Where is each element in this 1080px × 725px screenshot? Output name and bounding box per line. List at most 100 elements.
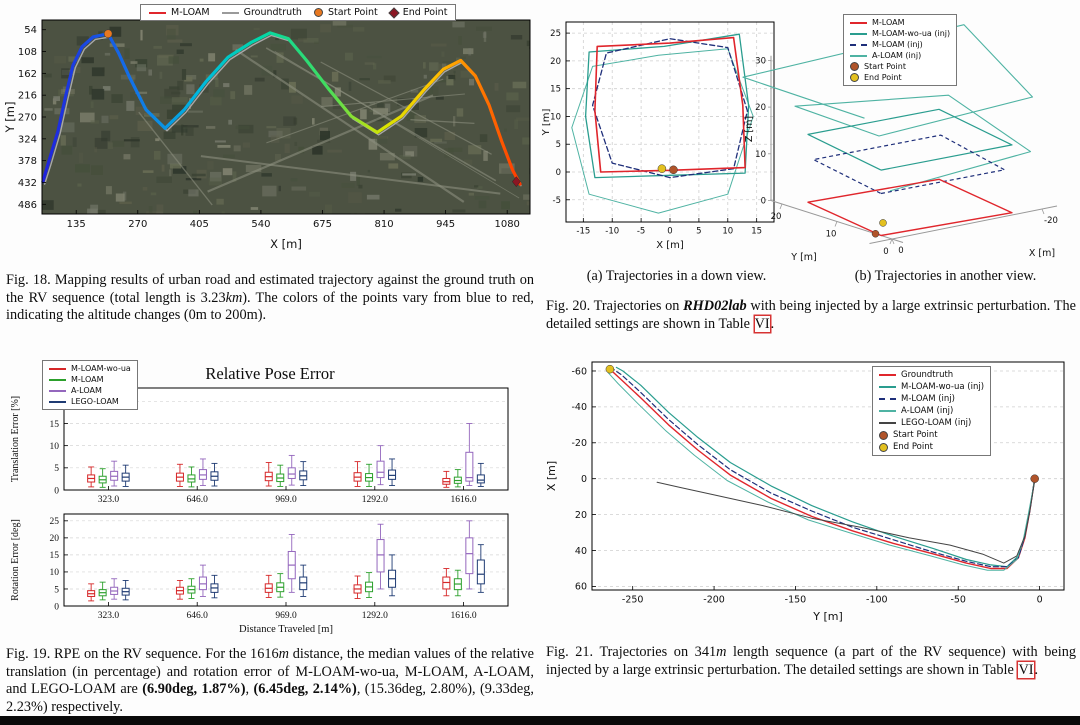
dot-marker-icon xyxy=(313,8,323,17)
line-swatch-icon xyxy=(879,410,896,412)
svg-text:X [m]: X [m] xyxy=(1029,248,1055,259)
svg-text:646.0: 646.0 xyxy=(187,611,209,621)
svg-text:X [m]: X [m] xyxy=(270,237,302,251)
figure-21-trajectories: Groundtruth M-LOAM-wo-ua (inj) M-LOAM (inj… xyxy=(542,350,1080,634)
fig21-caption: Fig. 21. Trajectories on 341m length seq… xyxy=(546,644,1076,679)
svg-text:324: 324 xyxy=(18,134,37,145)
svg-text:969.0: 969.0 xyxy=(275,495,297,505)
svg-text:378: 378 xyxy=(18,156,37,167)
legend-label: End Point xyxy=(864,73,902,82)
fig20-caption: Fig. 20. Trajectories on RHD02lab with b… xyxy=(546,298,1076,333)
svg-text:20: 20 xyxy=(755,103,766,113)
legend-item: Groundtruth xyxy=(221,7,302,18)
legend-item: End Point xyxy=(388,6,447,19)
table-ref-link[interactable]: VI xyxy=(754,315,770,332)
fig18-caption: Fig. 18. Mapping results of urban road a… xyxy=(6,272,534,325)
caption-text: Fig. 19. RPE on the RV sequence. For the… xyxy=(6,646,279,662)
legend-item: End Point xyxy=(879,442,984,452)
legend-item: LEGO-LOAM xyxy=(49,397,131,406)
svg-text:54: 54 xyxy=(24,25,37,36)
legend-item: Start Point xyxy=(879,430,984,440)
caption-text: ). The colors of the points vary from bl… xyxy=(6,289,534,324)
svg-text:60: 60 xyxy=(575,582,587,593)
svg-text:646.0: 646.0 xyxy=(187,495,209,505)
svg-text:Distance Traveled [m]: Distance Traveled [m] xyxy=(239,624,333,635)
legend-item: M-LOAM xyxy=(49,375,131,384)
legend-label: M-LOAM (inj) xyxy=(872,40,923,49)
legend-label: A-LOAM xyxy=(71,386,102,395)
legend-label: LEGO-LOAM (inj) xyxy=(901,418,972,428)
caption-text: Fig. 18. Mapping results of urban road a… xyxy=(6,272,534,306)
svg-text:-10: -10 xyxy=(605,227,619,237)
svg-text:-50: -50 xyxy=(950,595,966,606)
line-swatch-icon xyxy=(879,386,896,388)
svg-text:0: 0 xyxy=(581,474,587,485)
svg-text:0: 0 xyxy=(761,197,766,207)
svg-text:216: 216 xyxy=(18,91,37,102)
svg-text:1292.0: 1292.0 xyxy=(362,495,388,505)
svg-text:-5: -5 xyxy=(637,227,645,237)
svg-text:0: 0 xyxy=(54,602,59,612)
fig20a-subcaption: (a) Trajectories in a down view. xyxy=(586,268,767,284)
legend-label: M-LOAM-wo-ua (inj) xyxy=(901,382,985,392)
fig19-caption: Fig. 19. RPE on the RV sequence. For the… xyxy=(6,646,534,717)
legend-item: Start Point xyxy=(313,7,378,18)
dot-marker-icon xyxy=(850,62,859,71)
caption-text: Fig. 20. Trajectories on xyxy=(546,298,684,314)
svg-text:15: 15 xyxy=(751,227,762,237)
svg-text:10: 10 xyxy=(550,112,561,122)
line-swatch-icon xyxy=(49,400,66,403)
table-ref-link[interactable]: VI xyxy=(1018,661,1034,678)
line-swatch-icon xyxy=(850,21,867,24)
svg-text:15: 15 xyxy=(50,551,60,561)
svg-text:Y [m]: Y [m] xyxy=(812,610,843,623)
caption-text: , xyxy=(245,681,254,698)
svg-text:969.0: 969.0 xyxy=(275,611,297,621)
dot-marker-icon xyxy=(850,73,859,82)
caption-text: . xyxy=(770,315,775,332)
legend-label: Groundtruth xyxy=(243,7,302,18)
svg-text:10: 10 xyxy=(826,230,837,240)
fig18-legend: M-LOAM Groundtruth Start Point End Point xyxy=(140,4,457,21)
legend-item: M-LOAM-wo-ua xyxy=(49,364,131,373)
fig19-boxplot-chart: 323.0 646.0 969.0 1292.0 1616.0 0 5 10 15 20 Trans… xyxy=(10,387,509,635)
svg-text:540: 540 xyxy=(251,219,270,230)
figure-19-rpe-boxplots: Relative Pose Error M-LOAM-wo-ua M-LOAM A-… xyxy=(2,356,538,640)
svg-text:323.0: 323.0 xyxy=(98,611,120,621)
legend-item: M-LOAM (inj) xyxy=(850,40,950,49)
svg-text:25: 25 xyxy=(50,517,60,527)
legend-item: M-LOAM xyxy=(149,7,210,18)
svg-text:20: 20 xyxy=(550,57,561,67)
caption-text: length sequence (a part of the RV sequen… xyxy=(546,644,1077,678)
svg-text:0: 0 xyxy=(883,247,888,257)
svg-text:810: 810 xyxy=(375,219,394,230)
legend-label: Start Point xyxy=(893,430,938,440)
caption-text: distance, the median values of the relat… xyxy=(6,646,535,698)
svg-text:Z [m]: Z [m] xyxy=(744,116,755,142)
svg-text:-150: -150 xyxy=(785,595,807,606)
svg-text:945: 945 xyxy=(436,219,455,230)
legend-label: M-LOAM xyxy=(71,375,104,384)
svg-text:10: 10 xyxy=(722,227,733,237)
svg-text:0: 0 xyxy=(1037,595,1043,606)
svg-text:-100: -100 xyxy=(866,595,888,606)
caption-text: m xyxy=(278,646,289,662)
fig20-trajectory-charts: -15 -10 -5 0 5 10 15 -5 0 5 10 15 20 25 X [m] Y [m] 0 10 2… xyxy=(542,21,1058,263)
svg-text:5: 5 xyxy=(54,464,59,474)
line-swatch-icon xyxy=(149,11,166,14)
line-swatch-icon xyxy=(49,378,66,381)
svg-text:-250: -250 xyxy=(622,595,644,606)
svg-text:-20: -20 xyxy=(571,438,587,449)
legend-label: LEGO-LOAM xyxy=(71,397,119,406)
svg-text:0: 0 xyxy=(667,227,672,237)
svg-text:20: 20 xyxy=(575,510,587,521)
svg-text:-60: -60 xyxy=(571,366,587,377)
svg-text:432: 432 xyxy=(18,178,37,189)
caption-text: m xyxy=(716,644,727,660)
caption-text: with being injected by a large extrinsic… xyxy=(546,298,1077,332)
svg-text:270: 270 xyxy=(18,113,37,124)
svg-text:20: 20 xyxy=(50,534,60,544)
svg-text:5: 5 xyxy=(556,140,561,150)
